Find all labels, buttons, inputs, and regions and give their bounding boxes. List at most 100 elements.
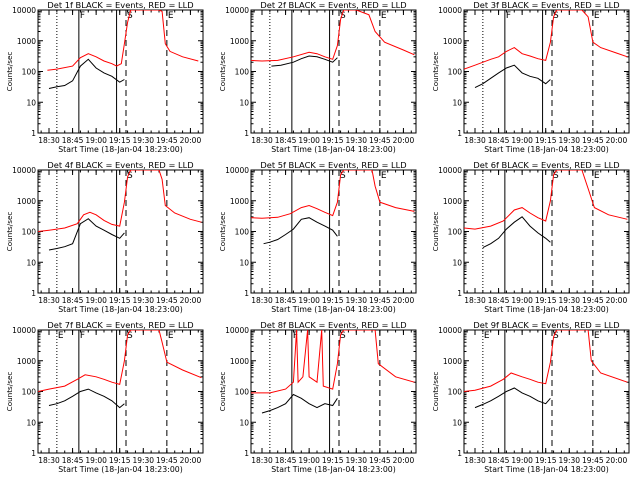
y-tick-label: 1 xyxy=(244,449,249,458)
x-axis-label: Start Time (18-Jan-04 18:23:00) xyxy=(484,145,609,154)
detector-panel: Det 6f BLACK = Events, RED = LLD 1 10 100 10… xyxy=(431,160,630,314)
detector-panel: Det 3f BLACK = Events, RED = LLD 1 10 100 10… xyxy=(431,0,630,154)
x-tick-label: 19:45 xyxy=(156,456,178,465)
x-tick-label: 19:00 xyxy=(298,456,320,465)
y-axis-label: Counts/sec xyxy=(218,372,227,412)
y-tick-label: 1000 xyxy=(17,197,36,206)
x-tick-label: 19:45 xyxy=(582,136,604,145)
detector-panel: Det 5f BLACK = Events, RED = LLD 1 10 100 10… xyxy=(218,160,417,314)
series-group xyxy=(38,170,202,251)
y-tick-label: 1000 xyxy=(443,357,462,366)
y-tick-label: 1000 xyxy=(230,197,249,206)
y-axis-label: Counts/sec xyxy=(431,52,440,92)
x-tick-label: 19:45 xyxy=(582,296,604,305)
x-tick-label: 19:45 xyxy=(369,456,391,465)
x-axis-label: Start Time (18-Jan-04 18:23:00) xyxy=(484,465,609,474)
series-group xyxy=(464,10,628,89)
event-marker-label: E xyxy=(594,331,600,341)
y-tick-label: 100 xyxy=(448,388,463,397)
event-marker-label: F xyxy=(506,11,511,21)
y-tick-label: 10000 xyxy=(12,326,36,335)
y-tick-label: 100 xyxy=(235,228,250,237)
x-tick-label: 19:15 xyxy=(322,296,344,305)
x-tick-label: 19:15 xyxy=(535,456,557,465)
x-tick-label: 19:00 xyxy=(85,136,107,145)
plot-frame xyxy=(463,329,630,454)
event-marker-label: E xyxy=(381,171,387,181)
x-tick-label: 20:00 xyxy=(180,296,202,305)
x-tick-label: 19:00 xyxy=(511,296,533,305)
events-series-line xyxy=(271,55,338,67)
detector-panel: Det 1f BLACK = Events, RED = LLD 1 10 100 10… xyxy=(5,0,204,154)
x-tick-label: 18:30 xyxy=(251,136,273,145)
y-tick-label: 10 xyxy=(239,258,249,267)
panel-title: Det 1f BLACK = Events, RED = LLD xyxy=(47,0,193,10)
x-tick-label: 18:45 xyxy=(62,456,84,465)
y-tick-label: 100 xyxy=(235,388,250,397)
y-axis-label: Counts/sec xyxy=(5,52,14,92)
x-tick-label: 19:15 xyxy=(322,456,344,465)
x-tick-label: 19:15 xyxy=(535,296,557,305)
y-axis-label: Counts/sec xyxy=(218,212,227,252)
y-tick-label: 1000 xyxy=(443,197,462,206)
x-tick-label: 20:00 xyxy=(393,136,415,145)
events-series-line xyxy=(482,216,551,249)
x-tick-label: 18:30 xyxy=(464,136,486,145)
x-tick-label: 19:15 xyxy=(535,136,557,145)
event-marker-label: S xyxy=(553,11,559,21)
lld-series-line xyxy=(464,330,628,392)
panel-title: Det 6f BLACK = Events, RED = LLD xyxy=(473,160,619,170)
x-tick-label: 18:30 xyxy=(38,136,60,145)
event-marker-label: E xyxy=(594,171,600,181)
y-tick-label: 10 xyxy=(26,258,36,267)
y-tick-label: 1000 xyxy=(230,37,249,46)
y-tick-label: 10000 xyxy=(12,6,36,15)
event-marker-label: S xyxy=(340,171,346,181)
x-tick-label: 19:00 xyxy=(511,456,533,465)
x-axis-label: Start Time (18-Jan-04 18:23:00) xyxy=(58,145,183,154)
plot-frame xyxy=(37,9,204,134)
lld-series-line xyxy=(38,170,202,232)
y-tick-label: 10 xyxy=(26,418,36,427)
x-tick-label: 18:45 xyxy=(488,456,510,465)
y-tick-label: 1 xyxy=(457,129,462,138)
x-tick-label: 18:30 xyxy=(38,456,60,465)
x-tick-label: 19:45 xyxy=(582,456,604,465)
y-tick-label: 10000 xyxy=(12,166,36,175)
x-tick-label: 19:00 xyxy=(85,456,107,465)
y-tick-label: 10 xyxy=(239,418,249,427)
event-marker-label: F xyxy=(80,11,85,21)
y-tick-label: 10000 xyxy=(438,6,462,15)
event-marker-label: E xyxy=(168,11,174,21)
y-tick-label: 1000 xyxy=(17,357,36,366)
panel-title: Det 7f BLACK = Events, RED = LLD xyxy=(47,320,193,330)
panel-title: Det 2f BLACK = Events, RED = LLD xyxy=(260,0,406,10)
x-tick-label: 19:30 xyxy=(558,136,580,145)
lld-series-line xyxy=(251,170,415,219)
events-series-line xyxy=(474,387,551,409)
x-tick-label: 19:30 xyxy=(132,456,154,465)
event-marker-label: S xyxy=(127,331,133,341)
y-tick-label: 10 xyxy=(239,98,249,107)
x-tick-label: 18:45 xyxy=(275,456,297,465)
lld-series-line xyxy=(464,170,628,230)
event-marker-label: F xyxy=(80,331,85,341)
y-tick-label: 100 xyxy=(448,68,463,77)
lld-series-line xyxy=(464,10,628,70)
x-tick-label: 20:00 xyxy=(606,136,628,145)
x-tick-label: 18:45 xyxy=(488,296,510,305)
x-axis-label: Start Time (18-Jan-04 18:23:00) xyxy=(484,305,609,314)
x-tick-label: 20:00 xyxy=(393,456,415,465)
x-axis-label: Start Time (18-Jan-04 18:23:00) xyxy=(58,305,183,314)
panel-title: Det 5f BLACK = Events, RED = LLD xyxy=(260,160,406,170)
lld-series-line xyxy=(251,10,415,62)
y-tick-label: 1 xyxy=(31,289,36,298)
x-tick-label: 19:15 xyxy=(109,296,131,305)
x-tick-label: 18:45 xyxy=(62,136,84,145)
panel-title: Det 8f BLACK = Events, RED = LLD xyxy=(260,320,406,330)
y-tick-label: 10 xyxy=(452,418,462,427)
detector-panel: Det 4f BLACK = Events, RED = LLD 1 10 100 10… xyxy=(5,160,204,314)
event-marker-label: E xyxy=(58,331,64,341)
y-tick-label: 10000 xyxy=(225,326,249,335)
x-tick-label: 19:00 xyxy=(85,296,107,305)
